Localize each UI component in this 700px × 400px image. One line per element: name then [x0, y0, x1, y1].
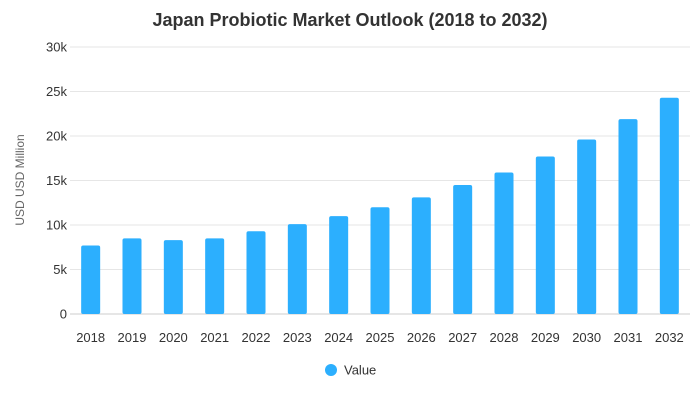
x-tick-label: 2026: [407, 330, 436, 345]
chart-title: Japan Probiotic Market Outlook (2018 to …: [152, 10, 547, 30]
y-tick-label: 15k: [46, 173, 67, 188]
y-tick-label: 20k: [46, 129, 67, 144]
x-tick-label: 2022: [242, 330, 271, 345]
bar-2027[interactable]: [453, 184, 473, 314]
bar-2022[interactable]: [246, 231, 266, 314]
x-tick-label: 2018: [76, 330, 105, 345]
bar-2031[interactable]: [618, 119, 638, 314]
bar-2018[interactable]: [81, 245, 101, 314]
x-tick-label: 2029: [531, 330, 560, 345]
legend-label-value: Value: [344, 363, 376, 378]
x-tick-label: 2028: [490, 330, 519, 345]
bar-2019[interactable]: [122, 238, 142, 314]
bar-2026[interactable]: [411, 197, 431, 314]
bar-2032[interactable]: [659, 97, 679, 314]
bars: [81, 97, 679, 314]
bar-2023[interactable]: [287, 224, 307, 314]
x-tick-label: 2030: [572, 330, 601, 345]
y-axis-ticks: 0 5k 10k 15k 20k 25k 30k: [46, 40, 67, 322]
bar-2030[interactable]: [577, 139, 597, 314]
legend-marker-value: [325, 364, 337, 376]
y-tick-label: 5k: [53, 262, 67, 277]
bar-2028[interactable]: [494, 172, 514, 314]
y-tick-label: 10k: [46, 218, 67, 233]
x-tick-label: 2020: [159, 330, 188, 345]
y-tick-label: 30k: [46, 40, 67, 55]
x-tick-label: 2025: [366, 330, 395, 345]
bar-2020[interactable]: [163, 240, 183, 314]
x-tick-label: 2019: [118, 330, 147, 345]
legend[interactable]: Value: [325, 363, 376, 378]
bar-2025[interactable]: [370, 207, 390, 314]
x-axis-ticks: 2018 2019 2020 2021 2022 2023 2024 2025 2026 2027…: [76, 330, 684, 345]
x-tick-label: 2021: [200, 330, 229, 345]
x-tick-label: 2032: [655, 330, 684, 345]
x-tick-label: 2024: [324, 330, 353, 345]
bar-2024[interactable]: [329, 216, 349, 314]
x-tick-label: 2027: [448, 330, 477, 345]
x-tick-label: 2031: [614, 330, 643, 345]
y-tick-label: 25k: [46, 84, 67, 99]
y-tick-label: 0: [60, 307, 67, 322]
bar-2029[interactable]: [535, 156, 555, 314]
x-tick-label: 2023: [283, 330, 312, 345]
bar-2021[interactable]: [205, 238, 225, 314]
y-axis-label: USD USD Million: [13, 134, 27, 225]
